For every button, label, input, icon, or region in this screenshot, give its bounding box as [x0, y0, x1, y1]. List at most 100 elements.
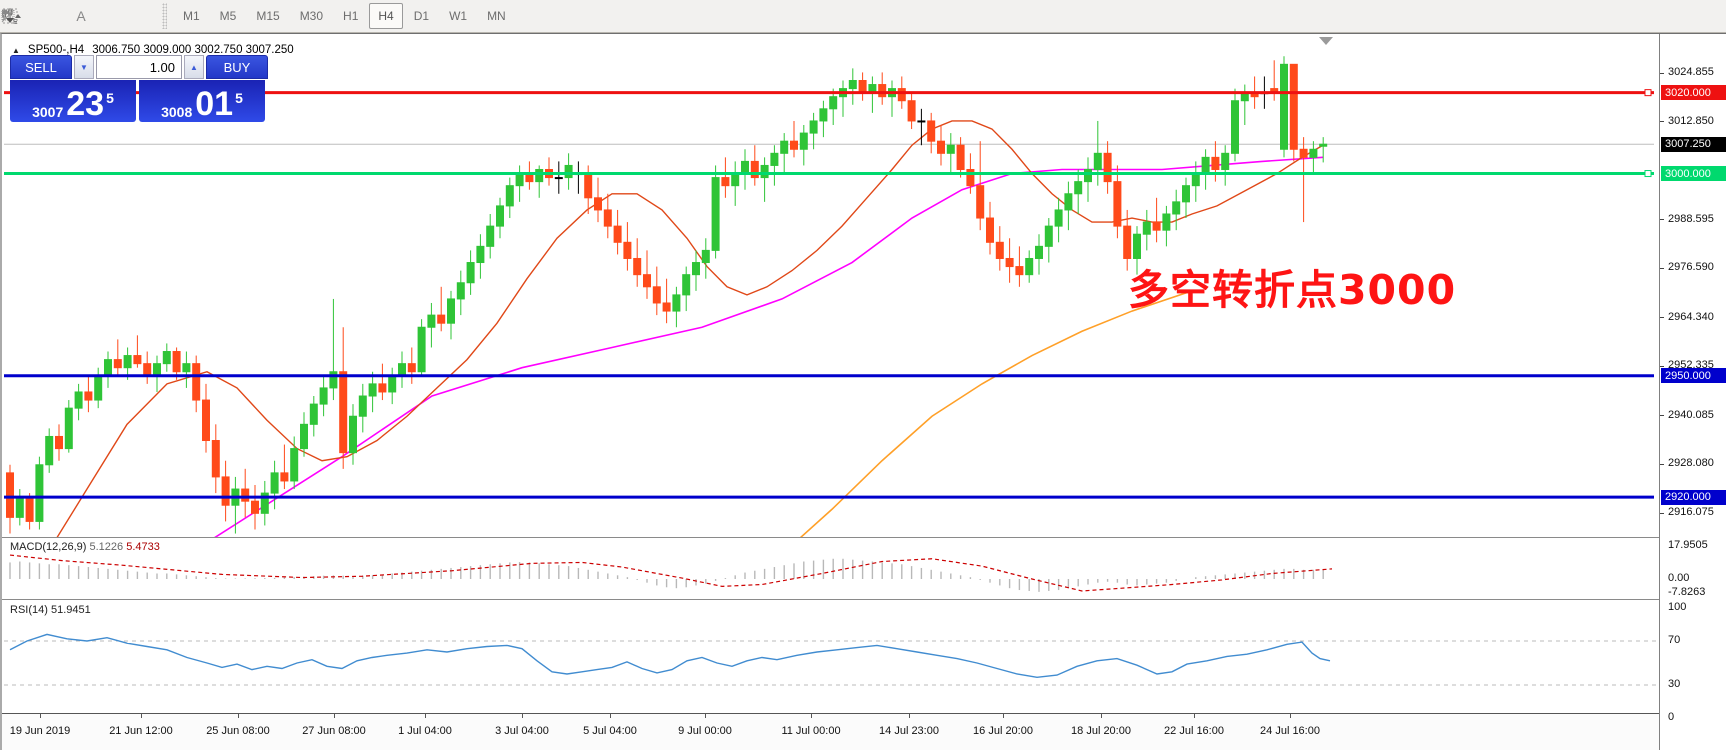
candle — [505, 177, 514, 219]
candle — [809, 112, 818, 150]
candle — [1133, 226, 1141, 275]
rsi-indicator-panel[interactable] — [2, 601, 1659, 713]
candle-body — [878, 84, 887, 98]
candle-body — [848, 80, 857, 90]
panel-separator[interactable] — [2, 599, 1659, 600]
candle — [937, 124, 945, 166]
one-click-collapse-icon[interactable]: ▲ — [12, 45, 20, 55]
candle-body — [1123, 225, 1132, 259]
time-axis-label: 19 Jun 2019 — [9, 725, 71, 737]
macd-indicator-panel[interactable] — [2, 538, 1659, 599]
candle-body — [476, 245, 485, 264]
candle-body — [6, 472, 14, 518]
candle-body — [682, 274, 691, 296]
timeframe-button-m30[interactable]: M30 — [299, 9, 324, 23]
volume-input[interactable]: 1.00 — [96, 55, 182, 79]
candle-body — [760, 164, 769, 179]
candle — [799, 124, 808, 166]
candle — [113, 339, 122, 376]
price-tag: 3000.000 — [1661, 166, 1726, 182]
candle-body — [290, 448, 299, 482]
candle — [496, 197, 504, 239]
candle — [750, 145, 759, 186]
candle-body — [937, 140, 945, 154]
candle — [476, 234, 485, 279]
line-anchor-handle[interactable] — [1644, 170, 1652, 178]
candle — [1319, 137, 1328, 163]
volume-increase-button[interactable]: ▲ — [184, 55, 204, 79]
time-axis-tick — [1290, 714, 1291, 718]
ohlc-readout: 3006.750 3009.000 3002.750 3007.250 — [92, 44, 294, 56]
arrange-objects-icon[interactable] — [2, 3, 154, 29]
timeframe-button-d1[interactable]: D1 — [413, 9, 430, 23]
text-a-icon[interactable]: A — [76, 8, 86, 24]
candle-body — [819, 108, 828, 122]
candle — [231, 476, 240, 534]
candle — [270, 460, 279, 510]
candle-body — [966, 168, 975, 187]
candle-body — [211, 440, 220, 478]
grid-pattern-icon[interactable]: F — [1, 3, 64, 29]
timeframe-button-h1[interactable]: H1 — [343, 9, 359, 23]
candle — [986, 201, 994, 255]
candle-body — [427, 314, 436, 328]
candle-body — [221, 476, 230, 506]
main-chart-area[interactable] — [2, 34, 1659, 537]
candle-body — [741, 160, 749, 175]
buy-price-fraction: 5 — [235, 90, 243, 106]
fast-ma-line — [56, 120, 1324, 537]
time-axis-tick — [811, 714, 812, 718]
candle-body — [143, 363, 152, 377]
time-axis-tick — [705, 714, 706, 718]
chart-shift-marker-icon[interactable] — [1319, 37, 1333, 45]
candle-body — [829, 96, 838, 110]
buy-price-handle: 3008 — [161, 104, 193, 120]
timeframe-button-m1[interactable]: M1 — [183, 9, 200, 23]
sell-price-display[interactable]: 3007 23 5 — [10, 80, 136, 122]
candle — [202, 383, 210, 453]
sell-button[interactable]: SELL — [10, 55, 72, 79]
text-box-icon[interactable]: T — [2, 3, 124, 29]
candle-body — [64, 407, 73, 450]
candle — [682, 266, 691, 312]
candle — [378, 363, 387, 401]
candle-body — [672, 294, 681, 312]
time-axis-label: 27 Jun 08:00 — [302, 725, 366, 737]
chart-text-annotation[interactable]: 多空转折点3000 — [1128, 266, 1457, 314]
candle-body — [1319, 143, 1328, 147]
candle — [613, 209, 622, 255]
buy-price-display[interactable]: 3008 01 5 — [139, 80, 265, 122]
time-axis-tick — [141, 714, 142, 718]
volume-decrease-button[interactable]: ▼ — [74, 55, 94, 79]
candle-body — [1133, 233, 1141, 259]
candle-body — [907, 100, 916, 122]
candle-body — [300, 423, 308, 450]
timeframe-button-w1[interactable]: W1 — [449, 9, 468, 23]
candle — [94, 367, 103, 409]
candle-body — [1191, 173, 1200, 187]
timeframe-button-m15[interactable]: M15 — [256, 9, 280, 23]
timeframe-button-mn[interactable]: MN — [487, 9, 506, 23]
candle-body — [633, 257, 642, 276]
time-axis[interactable]: 19 Jun 2019 21 Jun 12:00 25 Jun 08:00 27 Ju… — [2, 713, 1659, 750]
candle — [711, 165, 720, 259]
candle — [1103, 141, 1112, 194]
timeframe-button-h4[interactable]: H4 — [369, 3, 403, 29]
time-axis-label: 9 Jul 00:00 — [678, 725, 732, 737]
candle — [1211, 141, 1220, 182]
candle-body — [270, 472, 279, 494]
time-axis-tick — [425, 714, 426, 718]
price-axis-tick — [1660, 268, 1664, 269]
line-anchor-handle[interactable] — [1644, 89, 1652, 97]
candle — [603, 193, 612, 239]
macd-axis-label: -7.8263 — [1668, 586, 1706, 599]
panel-separator[interactable] — [2, 537, 1659, 538]
buy-button[interactable]: BUY — [206, 55, 268, 79]
candle-body — [1015, 266, 1024, 276]
timeframe-button-m5[interactable]: M5 — [219, 9, 237, 23]
candle — [1113, 165, 1122, 239]
candle-body — [1103, 152, 1112, 183]
price-axis[interactable]: 3024.855 3012.850 2988.595 2976.590 2964.340… — [1659, 34, 1726, 750]
slow-ma-line — [799, 290, 1193, 537]
candle-body — [45, 435, 54, 466]
